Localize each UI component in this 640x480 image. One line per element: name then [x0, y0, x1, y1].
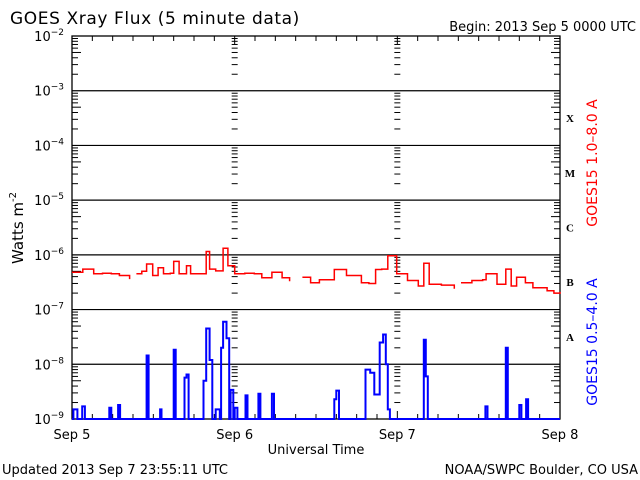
legend-series-short: GOES15 0.5–4.0 A [585, 278, 601, 406]
y-axis-label-exponent: -2 [8, 192, 19, 202]
flare-class-label: A [566, 332, 574, 344]
series-line-long-wavelength [72, 247, 561, 294]
y-tick-label: 10−7 [34, 302, 64, 319]
x-axis-label: Universal Time [268, 443, 365, 458]
footer-credit: NOAA/SWPC Boulder, CO USA [445, 463, 638, 478]
x-tick-label: Sep 6 [216, 428, 253, 443]
y-tick-label: 10−5 [34, 192, 64, 209]
y-tick-label: 10−9 [34, 411, 64, 428]
flare-class-label: B [566, 277, 574, 289]
x-tick-label: Sep 8 [542, 428, 579, 443]
chart-title: GOES Xray Flux (5 minute data) [10, 9, 300, 29]
svg-text:Watts m-2: Watts m-2 [8, 192, 27, 264]
y-axis-label: Watts m-2 [8, 192, 27, 264]
plot-frame [71, 35, 561, 420]
begin-label: Begin: 2013 Sep 5 0000 UTC [449, 20, 636, 35]
y-axis-label-text: Watts m [9, 202, 27, 264]
legend-series-long: GOES15 1.0–8.0 A [585, 99, 601, 227]
series-line-short-wavelength [72, 320, 560, 420]
footer-updated: Updated 2013 Sep 7 23:55:11 UTC [2, 463, 228, 478]
flare-class-label: C [566, 223, 574, 235]
y-tick-label: 10−4 [34, 137, 64, 154]
flare-class-label: X [566, 113, 574, 125]
flare-class-label: M [565, 168, 576, 180]
y-tick-label: 10−3 [34, 83, 64, 100]
y-tick-label: 10−8 [34, 356, 64, 373]
y-tick-label: 10−6 [34, 247, 64, 264]
y-tick-label: 10−2 [34, 28, 64, 45]
x-tick-label: Sep 5 [54, 428, 91, 443]
x-tick-label: Sep 7 [379, 428, 416, 443]
